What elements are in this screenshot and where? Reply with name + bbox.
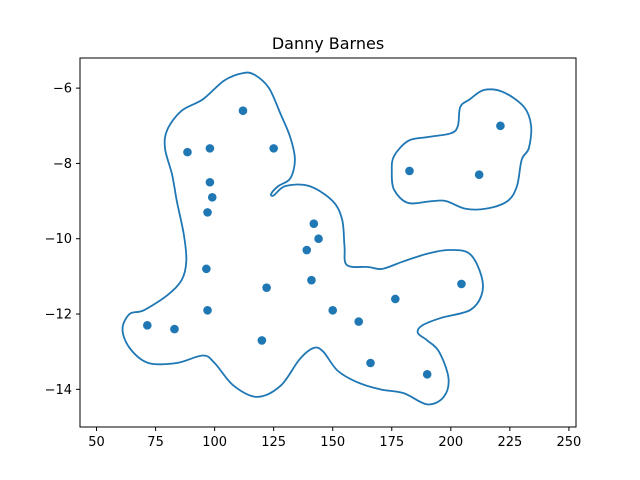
- x-tick-label: 75: [147, 435, 164, 450]
- x-tick-label: 125: [261, 435, 286, 450]
- data-point: [143, 321, 152, 330]
- data-point: [183, 147, 192, 157]
- axes-frame: [79, 57, 577, 428]
- data-point: [262, 283, 271, 292]
- data-point: [309, 219, 319, 228]
- x-tick-label: 100: [202, 435, 227, 450]
- x-axis: 50 75 100 125 150 175 200 225 250: [88, 427, 581, 450]
- data-point: [205, 144, 215, 153]
- data-point: [203, 305, 212, 315]
- x-tick-label: 175: [379, 435, 404, 450]
- y-axis: −14 −12 −10 −8 −6: [45, 82, 80, 398]
- y-tick-label: −10: [45, 232, 72, 247]
- data-point: [391, 294, 400, 304]
- x-tick-label: 250: [557, 435, 582, 450]
- data-point: [422, 369, 432, 379]
- y-tick-label: −6: [53, 82, 72, 97]
- data-point: [474, 170, 484, 180]
- data-point: [257, 336, 267, 345]
- data-point: [302, 245, 312, 255]
- data-point: [203, 208, 212, 217]
- data-point: [238, 106, 248, 116]
- data-point: [457, 279, 466, 289]
- x-tick-label: 225: [497, 435, 522, 450]
- data-point: [202, 264, 211, 274]
- data-point: [314, 234, 323, 244]
- contour-line-2: [390, 88, 533, 211]
- contour-layer: [121, 71, 533, 406]
- contour-line-1: [121, 71, 484, 406]
- y-tick-label: −8: [53, 157, 72, 172]
- points-layer: [143, 106, 505, 379]
- chart-title: Danny Barnes: [272, 34, 384, 53]
- plot-area: [79, 57, 577, 428]
- y-tick-label: −14: [45, 383, 72, 398]
- data-point: [207, 193, 217, 202]
- data-point: [205, 177, 215, 187]
- data-point: [496, 121, 505, 131]
- x-tick-label: 50: [88, 435, 105, 450]
- data-point: [269, 144, 278, 153]
- x-tick-label: 150: [320, 435, 345, 450]
- x-tick-label: 200: [438, 435, 463, 450]
- data-point: [307, 275, 316, 285]
- data-point: [366, 358, 375, 368]
- y-tick-label: −12: [45, 308, 72, 323]
- data-point: [354, 317, 364, 326]
- data-point: [328, 305, 338, 315]
- data-point: [405, 166, 414, 176]
- data-point: [170, 324, 179, 334]
